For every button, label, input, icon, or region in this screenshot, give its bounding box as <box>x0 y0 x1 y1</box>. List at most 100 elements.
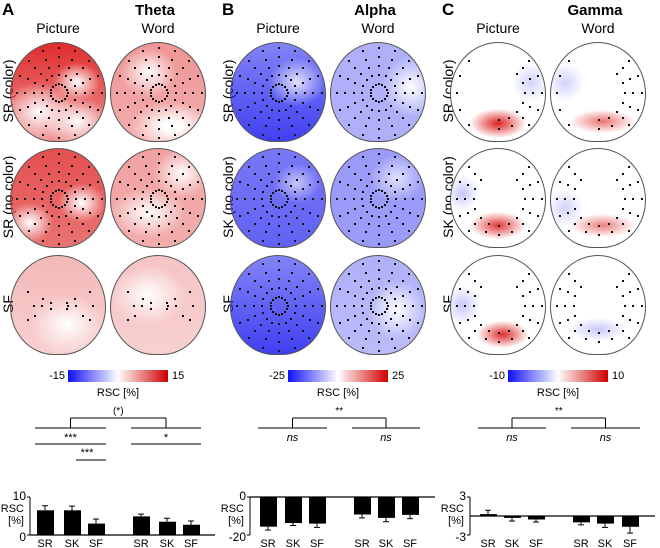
electrode-dot <box>387 280 390 283</box>
electrode-dot <box>274 189 277 192</box>
electrode-dot <box>189 105 192 108</box>
electrode-dot <box>285 88 288 91</box>
electrode-dot <box>302 223 305 226</box>
electrode-dot <box>142 85 145 88</box>
electrode-dot <box>278 47 280 49</box>
electrode-dot <box>176 217 179 220</box>
electrode-dot <box>284 75 287 78</box>
electrode-dot <box>281 189 284 192</box>
electrode-dot <box>378 83 380 85</box>
electrode-dot <box>574 208 577 211</box>
electrode-dot <box>291 58 293 61</box>
electrode-dot <box>361 239 364 242</box>
electrode-dot <box>151 75 154 78</box>
electrode-dot <box>247 336 250 339</box>
electrode-dot <box>528 273 531 276</box>
electrode-dot <box>42 191 45 194</box>
electrode-dot <box>189 184 192 187</box>
electrode-dot <box>391 338 393 341</box>
electrode-dot <box>268 329 271 332</box>
electrode-dot <box>371 321 374 324</box>
electrode-dot <box>67 67 70 70</box>
electrode-dot <box>417 74 420 77</box>
electrode-dot <box>420 92 423 94</box>
electrode-dot <box>529 105 532 108</box>
electrode-dot <box>516 178 519 181</box>
electrode-dot <box>141 133 144 136</box>
electrode-dot <box>368 280 371 283</box>
electrode-dot <box>579 285 582 288</box>
electrode-dot <box>74 50 77 53</box>
electrode-dot <box>402 172 405 175</box>
electrode-dot <box>362 85 365 88</box>
electrode-dot <box>44 164 47 167</box>
electrode-dot <box>268 173 271 176</box>
electrode-dot <box>287 280 290 283</box>
electrode-dot <box>259 324 262 327</box>
colorbar <box>288 370 388 382</box>
x-tick-label: SF <box>529 538 543 548</box>
electrode-dot <box>51 214 54 217</box>
electrode-dot <box>466 184 469 187</box>
electrode-dot <box>393 85 396 88</box>
electrode-dot <box>115 92 118 94</box>
electrode-dot <box>567 166 570 169</box>
electrode-dot <box>378 207 380 209</box>
electrode-dot <box>352 305 355 307</box>
electrode-dot <box>632 92 634 94</box>
electrode-dot <box>294 133 297 136</box>
electrode-dot <box>296 285 299 288</box>
colorbar-label: RSC [%] <box>316 387 360 399</box>
electrode-dot <box>479 217 482 220</box>
electrode-dot <box>88 166 91 169</box>
electrode-dot <box>174 239 177 242</box>
colorbar <box>508 370 608 382</box>
electrode-dot <box>39 217 42 220</box>
electrode-dot <box>522 172 525 175</box>
electrode-dot <box>402 330 405 333</box>
electrode-dot <box>598 234 600 236</box>
electrode-dot <box>58 171 60 173</box>
electrode-dot <box>346 318 349 321</box>
electrode-dot <box>523 92 526 94</box>
electrode-dot <box>385 308 388 311</box>
electrode-dot <box>252 198 255 200</box>
electrode-dot <box>150 95 153 98</box>
electrode-dot <box>403 92 406 94</box>
colorbar-max: 15 <box>172 370 185 382</box>
electrode-dot <box>532 305 534 307</box>
electrode-dot <box>567 60 570 63</box>
electrode-dot <box>511 338 513 341</box>
column-title: Word <box>361 20 395 36</box>
electrode-dot <box>365 79 368 82</box>
electrode-dot <box>253 279 256 282</box>
electrode-dot <box>238 109 241 112</box>
electrode-dot <box>170 79 173 82</box>
electrode-dot <box>133 172 136 175</box>
electrode-dot <box>61 100 64 103</box>
electrode-dot <box>466 211 469 214</box>
electrode-dot <box>150 88 153 91</box>
electrode-dot <box>511 125 513 128</box>
electrode-dot <box>144 164 147 167</box>
electrode-dot <box>574 187 577 190</box>
electrode-dot <box>412 92 414 94</box>
electrode-dot <box>616 285 619 288</box>
electrode-dot <box>309 211 312 214</box>
electrode-dot <box>381 189 384 192</box>
electrode-dot <box>338 322 341 325</box>
electrode-dot <box>26 184 29 187</box>
electrode-dot <box>386 198 389 200</box>
electrode-dot <box>611 125 613 128</box>
electrode-dot <box>338 287 341 290</box>
electrode-dot <box>364 58 367 61</box>
electrode-dot <box>412 305 414 307</box>
electrode-dot <box>409 184 412 187</box>
electrode-dot <box>161 83 164 86</box>
electrode-dot <box>374 206 377 209</box>
electrode-dot <box>391 58 393 61</box>
electrode-dot <box>378 216 380 218</box>
electrode-dot <box>621 102 624 105</box>
electrode-dot <box>371 181 374 184</box>
electrode-dot <box>238 287 241 290</box>
